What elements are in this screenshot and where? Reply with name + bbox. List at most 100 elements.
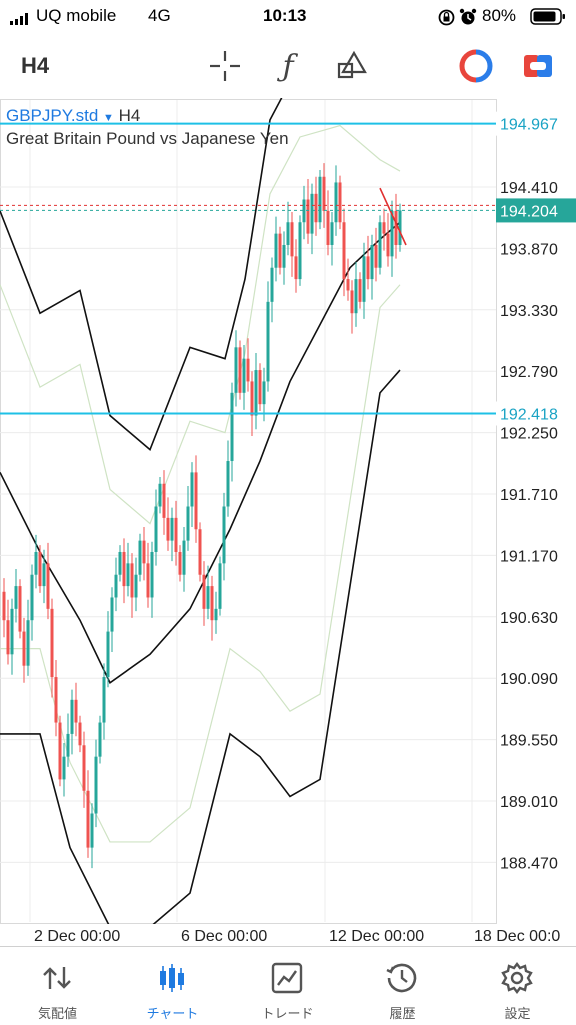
symbol-dropdown-icon[interactable]: ▼ bbox=[103, 112, 114, 124]
tab-label: トレード bbox=[261, 1007, 314, 1022]
candle-body bbox=[46, 563, 50, 609]
candle-body bbox=[138, 540, 142, 575]
candle-body bbox=[186, 506, 190, 541]
clock: 10:13 bbox=[263, 6, 307, 25]
price-tick-label: 189.010 bbox=[500, 794, 558, 811]
network-label: 4G bbox=[148, 6, 171, 25]
candle-body bbox=[38, 551, 42, 587]
new-order-button[interactable] bbox=[516, 44, 560, 88]
candle-body bbox=[222, 506, 226, 564]
date-label: 6 Dec 00:00 bbox=[181, 928, 268, 945]
candle-body bbox=[74, 699, 78, 723]
candle-body bbox=[174, 517, 178, 552]
chart-symbol-header[interactable]: GBPJPY.std ▼ H4 bbox=[6, 106, 140, 126]
candle-body bbox=[110, 597, 114, 632]
candle-body bbox=[298, 222, 302, 280]
candle-body bbox=[102, 677, 106, 723]
candle-body bbox=[162, 483, 166, 518]
tab-quotes[interactable]: 気配値 bbox=[0, 947, 115, 1025]
symbol-name[interactable]: GBPJPY.std bbox=[6, 106, 99, 125]
candle-body bbox=[218, 563, 222, 609]
price-tick-label: 192.250 bbox=[500, 426, 558, 443]
candle-body bbox=[398, 210, 402, 245]
candle-body bbox=[226, 461, 230, 507]
signal-icon bbox=[10, 12, 30, 30]
candle-body bbox=[234, 347, 238, 393]
tab-settings[interactable]: 設定 bbox=[460, 947, 575, 1025]
candle-body bbox=[366, 256, 370, 280]
candle-body bbox=[18, 586, 22, 632]
candle-body bbox=[290, 222, 294, 257]
price-chart[interactable]: 194.967 192.418 194.204 194.410 193.870 193.… bbox=[0, 98, 576, 924]
carrier-label: UQ mobile bbox=[36, 6, 117, 25]
candle-body bbox=[146, 563, 150, 598]
tab-label: 履歴 bbox=[389, 1007, 416, 1022]
candle-body bbox=[238, 347, 242, 393]
battery-percent: 80% bbox=[482, 6, 517, 25]
candle-body bbox=[286, 222, 290, 245]
candle-body bbox=[354, 279, 358, 314]
price-tick-label: 188.470 bbox=[500, 855, 558, 872]
one-click-trading-button[interactable] bbox=[454, 44, 498, 88]
candle-body bbox=[350, 290, 354, 314]
date-label: 18 Dec 00:0 bbox=[474, 928, 561, 945]
candle-body bbox=[30, 574, 34, 621]
price-tick-label: 189.550 bbox=[500, 733, 558, 750]
tab-label: チャート bbox=[146, 1007, 199, 1022]
crosshair-icon bbox=[210, 51, 240, 81]
candle-body bbox=[358, 279, 362, 302]
candle-body bbox=[90, 813, 94, 848]
timeframe-button[interactable]: H4 bbox=[20, 53, 50, 78]
trade-chart-icon bbox=[271, 962, 303, 994]
candle-body bbox=[114, 574, 118, 598]
support-line-price: 192.418 bbox=[500, 406, 558, 423]
battery-icon bbox=[530, 8, 566, 31]
support-line-badge bbox=[496, 401, 576, 426]
candle-body bbox=[50, 608, 54, 678]
candle-body bbox=[210, 586, 214, 621]
date-label: 2 Dec 00:00 bbox=[34, 928, 121, 945]
tab-history[interactable]: 履歴 bbox=[345, 947, 460, 1025]
candle-body bbox=[330, 222, 334, 245]
price-tick-label: 190.630 bbox=[500, 610, 558, 627]
chart-canvas[interactable]: 194.967 192.418 194.204 194.410 193.870 193.… bbox=[0, 98, 576, 924]
candle-body bbox=[250, 381, 254, 416]
candle-body bbox=[42, 563, 46, 587]
settings-gear-icon bbox=[501, 962, 533, 994]
candle-body bbox=[374, 244, 378, 268]
price-tick-label: 192.790 bbox=[500, 364, 558, 381]
candle-body bbox=[2, 591, 6, 621]
crosshair-button[interactable] bbox=[203, 44, 247, 88]
candle-body bbox=[266, 301, 270, 382]
candle-body bbox=[54, 677, 58, 723]
tab-trade[interactable]: トレード bbox=[230, 947, 345, 1025]
candle-body bbox=[126, 563, 130, 587]
status-bar: UQ mobile 4G 10:13 80% bbox=[0, 0, 576, 34]
candle-body bbox=[78, 722, 82, 746]
price-tick-label: 194.410 bbox=[500, 180, 558, 197]
bottom-tab-bar: 気配値 チャート トレード 履歴 設定 bbox=[0, 946, 576, 1025]
candle-body bbox=[270, 267, 274, 302]
candle-body bbox=[10, 608, 14, 655]
indicators-button[interactable]: ƒ bbox=[266, 44, 310, 88]
candle-body bbox=[318, 176, 322, 223]
candle-body bbox=[98, 722, 102, 757]
candle-body bbox=[310, 193, 314, 234]
candle-body bbox=[166, 517, 170, 541]
candle-body bbox=[254, 370, 258, 416]
candle-body bbox=[154, 506, 158, 552]
candle-body bbox=[246, 358, 250, 382]
symbol-timeframe: H4 bbox=[118, 106, 141, 125]
candle-body bbox=[150, 551, 154, 598]
function-icon: ƒ bbox=[282, 48, 294, 84]
objects-button[interactable] bbox=[330, 44, 374, 88]
trendline[interactable] bbox=[379, 187, 407, 246]
tab-chart[interactable]: チャート bbox=[115, 947, 230, 1025]
candle-body bbox=[258, 370, 262, 405]
quotes-arrows-icon bbox=[43, 967, 71, 989]
candle-body bbox=[242, 358, 246, 393]
symbol-description: Great Britain Pound vs Japanese Yen bbox=[6, 129, 289, 148]
candle-body bbox=[334, 182, 338, 223]
price-tick-label: 190.090 bbox=[500, 671, 558, 688]
candle-body bbox=[34, 551, 38, 575]
